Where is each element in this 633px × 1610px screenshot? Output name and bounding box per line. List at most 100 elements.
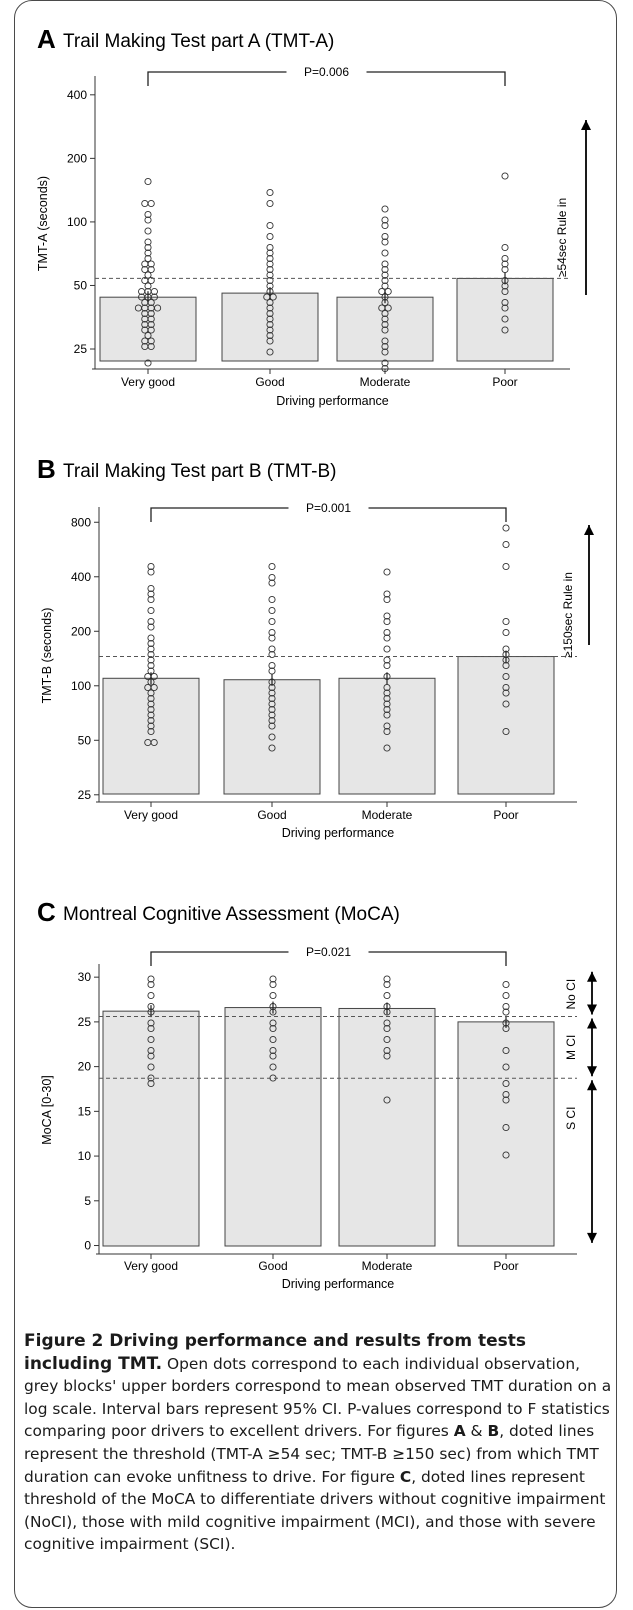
data-point bbox=[147, 315, 155, 323]
data-point bbox=[381, 337, 389, 345]
data-point bbox=[502, 540, 510, 549]
data-point bbox=[147, 1052, 155, 1060]
x-tick-label: Poor bbox=[493, 808, 518, 822]
caption-text-2: , doted lines represent the threshold (T… bbox=[24, 1422, 599, 1486]
data-point bbox=[147, 260, 155, 268]
data-point bbox=[501, 287, 509, 296]
y-tick-label: 5 bbox=[84, 1194, 91, 1208]
data-point bbox=[147, 661, 155, 670]
bar bbox=[457, 656, 555, 795]
data-point bbox=[381, 320, 389, 329]
data-point bbox=[268, 722, 276, 730]
data-point bbox=[269, 980, 277, 989]
p-value-bracket bbox=[150, 507, 507, 522]
data-point bbox=[147, 705, 155, 714]
data-point bbox=[147, 337, 155, 345]
data-point bbox=[269, 1035, 277, 1044]
y-axis-title: TMT-A (seconds) bbox=[36, 176, 50, 271]
data-point bbox=[147, 700, 155, 708]
data-point bbox=[502, 1090, 510, 1099]
data-point bbox=[144, 331, 152, 340]
arrowhead-up bbox=[584, 525, 594, 535]
data-point bbox=[502, 980, 510, 989]
data-point bbox=[266, 254, 274, 263]
arrowhead-down bbox=[587, 1004, 597, 1015]
data-point bbox=[383, 689, 391, 697]
data-point bbox=[147, 584, 155, 593]
data-point bbox=[144, 238, 152, 246]
data-point bbox=[381, 249, 389, 257]
data-point bbox=[501, 260, 509, 268]
bar bbox=[224, 1007, 322, 1247]
data-point bbox=[147, 1019, 155, 1027]
data-point bbox=[381, 309, 389, 318]
data-point bbox=[147, 617, 155, 626]
data-point bbox=[147, 639, 155, 648]
arrowhead-up bbox=[587, 1018, 597, 1029]
data-point bbox=[266, 298, 274, 307]
data-point bbox=[268, 634, 276, 642]
data-point bbox=[383, 1052, 391, 1060]
x-tick-label: Good bbox=[255, 375, 284, 389]
data-point bbox=[501, 243, 509, 252]
data-point bbox=[147, 645, 155, 653]
data-point bbox=[147, 606, 155, 615]
data-point bbox=[147, 1074, 155, 1082]
data-point bbox=[383, 727, 391, 736]
y-tick-label: 10 bbox=[78, 1149, 92, 1163]
data-point bbox=[269, 991, 277, 1000]
bar bbox=[338, 677, 436, 795]
x-tick-label: Good bbox=[257, 808, 286, 822]
data-point bbox=[144, 254, 152, 263]
data-point bbox=[266, 260, 274, 268]
data-point bbox=[383, 590, 391, 598]
rule-in-label: ≥54sec Rule in bbox=[555, 198, 569, 277]
data-point bbox=[381, 282, 389, 290]
data-point bbox=[147, 320, 155, 329]
data-point bbox=[266, 348, 274, 356]
data-point bbox=[502, 689, 510, 697]
arrowhead-down bbox=[587, 1232, 597, 1243]
x-axis-title: Driving performance bbox=[282, 826, 395, 840]
data-point bbox=[147, 975, 155, 983]
data-point bbox=[383, 711, 391, 719]
data-point bbox=[147, 711, 155, 719]
panel-letter: A bbox=[37, 24, 56, 54]
data-point bbox=[266, 309, 274, 318]
data-point bbox=[383, 975, 391, 983]
data-point bbox=[266, 249, 274, 257]
data-point bbox=[269, 1046, 277, 1055]
arrowhead-up bbox=[587, 1080, 597, 1091]
data-point bbox=[502, 1079, 510, 1088]
data-point bbox=[268, 617, 276, 626]
data-point bbox=[383, 1046, 391, 1055]
data-point bbox=[147, 634, 155, 642]
data-point bbox=[268, 744, 276, 752]
data-point bbox=[147, 562, 155, 571]
data-point bbox=[501, 326, 509, 334]
data-point bbox=[502, 1002, 510, 1011]
data-point bbox=[501, 254, 509, 263]
panel-title: Montreal Cognitive Assessment (MoCA) bbox=[63, 904, 400, 925]
y-axis-title: MoCA [0-30] bbox=[40, 1075, 54, 1144]
panel-title: Trail Making Test part A (TMT-A) bbox=[63, 31, 334, 52]
data-point bbox=[383, 980, 391, 989]
data-point bbox=[147, 590, 155, 598]
data-point bbox=[381, 238, 389, 246]
data-point bbox=[383, 595, 391, 604]
data-point bbox=[383, 568, 391, 576]
data-point bbox=[502, 1046, 510, 1055]
data-point bbox=[502, 1151, 510, 1159]
data-point bbox=[268, 595, 276, 604]
data-point bbox=[502, 727, 510, 736]
figure-caption: Figure 2 Driving performance and results… bbox=[24, 1330, 612, 1556]
data-point bbox=[502, 1008, 510, 1016]
data-point bbox=[150, 293, 158, 301]
data-point bbox=[269, 1052, 277, 1060]
data-point bbox=[147, 694, 155, 703]
data-point bbox=[147, 1024, 155, 1033]
data-point bbox=[266, 315, 274, 323]
data-point bbox=[147, 991, 155, 1000]
p-value-label: P=0.006 bbox=[304, 65, 349, 79]
data-point bbox=[268, 694, 276, 703]
